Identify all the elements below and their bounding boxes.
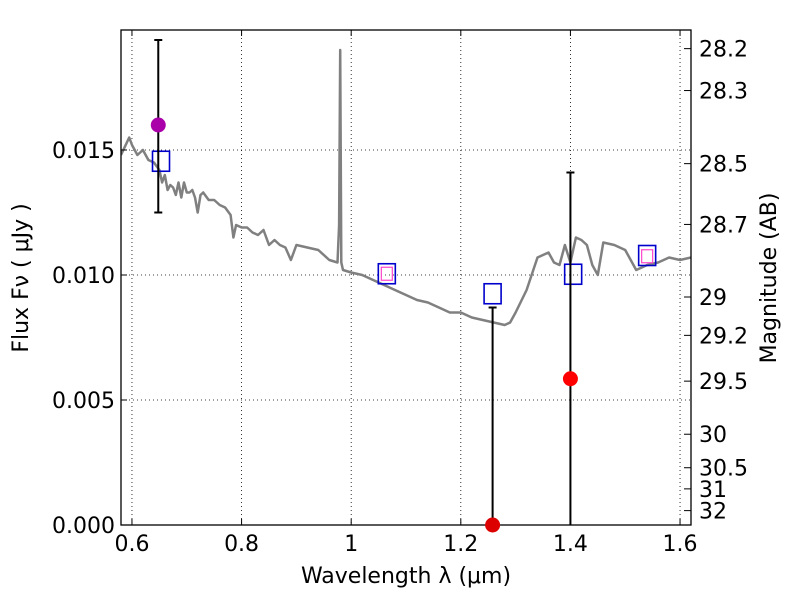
- y-tick-label: 0.000: [52, 514, 115, 539]
- plot-frame: [120, 29, 692, 526]
- plot-area: [121, 39, 691, 525]
- y-axis-left: 0.000 0.005 0.010 0.015: [52, 139, 127, 539]
- mag-tick-label: 29: [699, 286, 727, 311]
- x-tick-label: 1.4: [553, 532, 588, 557]
- model-photometry-box: [483, 282, 502, 305]
- y-axis-right-label: Magnitude (AB): [757, 193, 782, 364]
- mag-tick-label: 30.5: [699, 457, 748, 482]
- model-photometry-box: [563, 263, 583, 286]
- model-photometry-box: [637, 244, 657, 267]
- model-photometry-box: [377, 262, 397, 285]
- x-tick-label: 1.2: [443, 532, 478, 557]
- mag-tick-label: 28.2: [699, 38, 748, 63]
- observed-point: [150, 117, 166, 133]
- model-photometry-box: [151, 150, 171, 173]
- mag-tick-label: 31: [699, 478, 727, 503]
- model-spectrum-line: [121, 48, 691, 327]
- observed-point: [562, 371, 578, 387]
- mag-tick-label: 30: [699, 423, 727, 448]
- x-tick-label: 0.8: [224, 532, 259, 557]
- x-axis-label: Wavelength λ (μm): [301, 564, 511, 589]
- mag-tick-label: 28.5: [699, 153, 748, 178]
- y-tick-label: 0.010: [52, 264, 115, 289]
- grid: [121, 30, 691, 526]
- x-tick-label: 1: [344, 532, 358, 557]
- y-tick-label: 0.015: [52, 139, 115, 164]
- mag-tick-label: 29.5: [699, 370, 748, 395]
- mag-tick-label: 28.7: [699, 213, 748, 238]
- x-axis: 0.6 0.8 1 1.2 1.4 1.6: [114, 30, 698, 557]
- observed-point: [485, 517, 501, 533]
- x-tick-label: 1.6: [663, 532, 698, 557]
- y-tick-label: 0.005: [52, 389, 115, 414]
- y-axis-label: Flux Fν ( μJy ): [9, 203, 34, 352]
- model-photometry-inner-box: [380, 266, 393, 281]
- mag-tick-label: 28.3: [699, 80, 748, 105]
- mag-tick-label: 32: [699, 500, 727, 525]
- model-photometry-inner-box: [641, 249, 654, 264]
- mag-tick-label: 29.2: [699, 324, 748, 349]
- x-tick-label: 0.6: [114, 532, 149, 557]
